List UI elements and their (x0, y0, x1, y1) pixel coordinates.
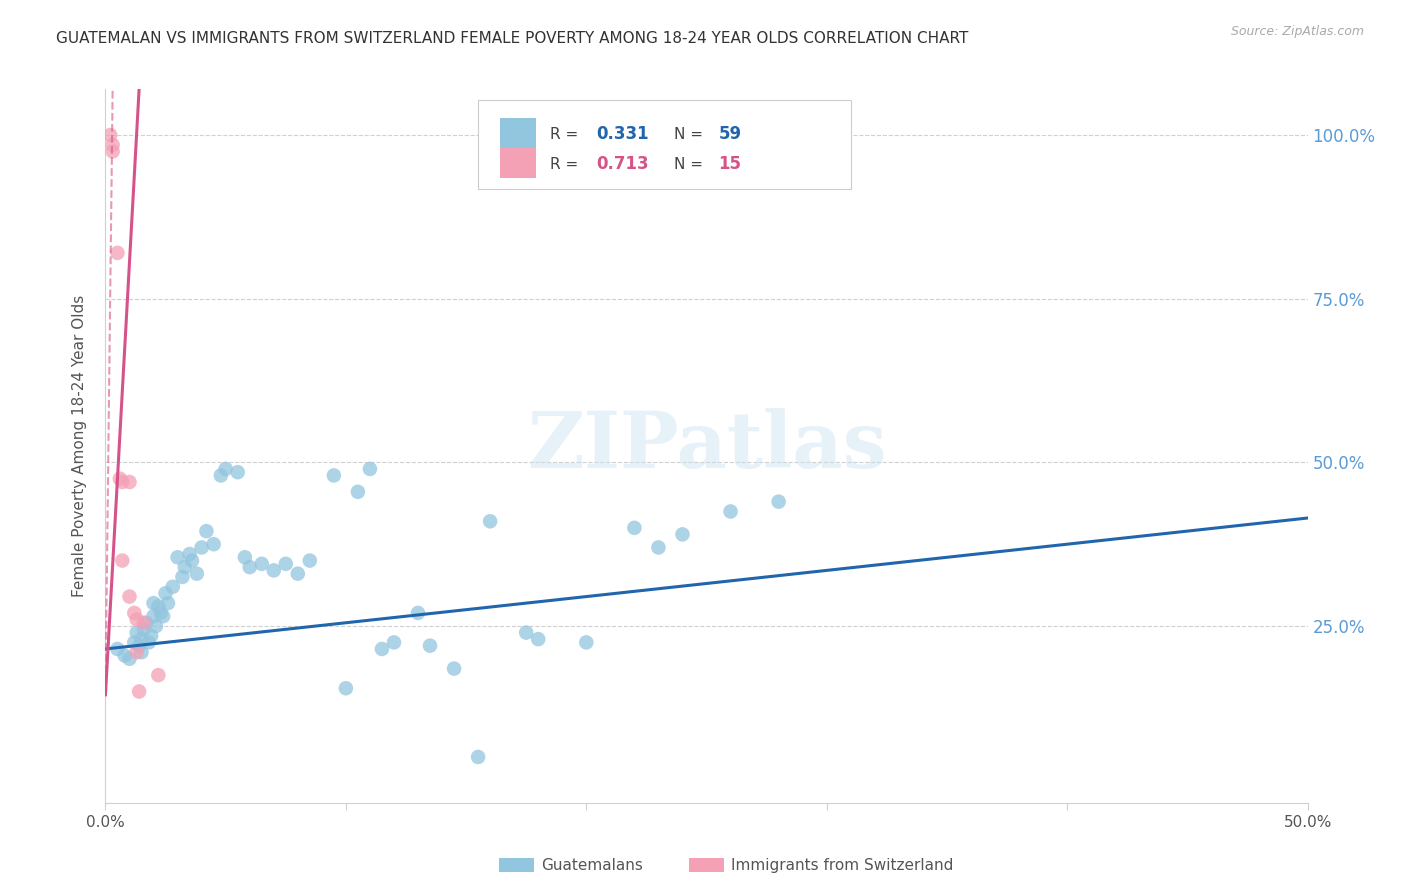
Point (443, 662, 465, 676)
Point (125, 625, 148, 640)
Point (371, 642, 394, 657)
Text: N =: N = (673, 157, 709, 171)
Point (131, 632, 153, 647)
Text: 0.331: 0.331 (596, 125, 648, 143)
Point (111, 553, 134, 567)
Text: 59: 59 (718, 125, 741, 143)
Text: R =: R = (550, 157, 583, 171)
Point (118, 590, 141, 604)
Point (135, 615, 157, 630)
Point (173, 560, 195, 574)
Point (138, 635, 160, 649)
Point (359, 462, 381, 476)
Point (768, 494, 790, 508)
Point (202, 537, 225, 551)
Point (131, 645, 153, 659)
Point (322, 468, 344, 483)
Text: ZIPatlas: ZIPatlas (527, 408, 886, 484)
Point (214, 462, 236, 476)
Point (118, 475, 141, 489)
Point (287, 566, 309, 581)
Point (149, 606, 172, 620)
Point (162, 580, 184, 594)
Point (515, 625, 537, 640)
Text: Source: ZipAtlas.com: Source: ZipAtlas.com (1230, 25, 1364, 38)
Point (250, 557, 273, 571)
Point (226, 465, 249, 479)
Point (406, 606, 429, 620)
Point (479, 514, 502, 528)
Text: Immigrants from Switzerland: Immigrants from Switzerland (731, 858, 953, 872)
Point (239, 560, 262, 574)
Text: N =: N = (673, 127, 709, 142)
Text: R =: R = (550, 127, 583, 142)
Point (233, 550, 256, 565)
Point (145, 619, 167, 633)
Point (148, 668, 170, 682)
Point (720, 504, 742, 518)
Point (382, 635, 405, 649)
Point (298, 553, 321, 567)
Point (190, 541, 212, 555)
FancyBboxPatch shape (478, 100, 851, 189)
Text: 0.713: 0.713 (596, 155, 648, 173)
Point (181, 553, 204, 567)
Point (98, 128, 121, 142)
Point (125, 612, 148, 626)
Point (166, 550, 188, 565)
Point (132, 615, 155, 630)
Point (623, 521, 645, 535)
Point (156, 596, 179, 610)
Point (101, 137, 124, 152)
Point (139, 629, 162, 643)
Point (179, 547, 201, 561)
Point (647, 541, 669, 555)
Point (108, 472, 131, 486)
Point (195, 524, 218, 538)
Point (148, 599, 170, 614)
Point (128, 684, 150, 698)
Point (142, 609, 165, 624)
Point (152, 609, 174, 624)
Point (114, 648, 136, 663)
Point (125, 645, 148, 659)
Point (209, 468, 232, 483)
Text: 15: 15 (718, 155, 741, 173)
Point (101, 145, 124, 159)
Point (128, 639, 150, 653)
Point (155, 586, 177, 600)
Point (132, 623, 155, 637)
Point (335, 681, 357, 696)
Y-axis label: Female Poverty Among 18-24 Year Olds: Female Poverty Among 18-24 Year Olds (72, 295, 87, 597)
Point (107, 642, 129, 657)
Text: Guatemalans: Guatemalans (541, 858, 643, 872)
Point (107, 245, 129, 260)
Point (467, 750, 489, 764)
Point (142, 596, 165, 610)
Point (172, 570, 194, 584)
Point (347, 484, 370, 499)
Point (263, 563, 285, 577)
Point (274, 557, 297, 571)
Point (575, 635, 598, 649)
Point (124, 606, 146, 620)
Point (124, 635, 146, 649)
Point (111, 475, 134, 489)
FancyBboxPatch shape (499, 148, 536, 178)
Text: GUATEMALAN VS IMMIGRANTS FROM SWITZERLAND FEMALE POVERTY AMONG 18-24 YEAR OLDS C: GUATEMALAN VS IMMIGRANTS FROM SWITZERLAN… (56, 31, 969, 46)
Point (671, 527, 693, 541)
Point (118, 652, 141, 666)
Point (419, 639, 441, 653)
Point (527, 632, 550, 647)
FancyBboxPatch shape (499, 119, 536, 148)
Point (186, 566, 208, 581)
